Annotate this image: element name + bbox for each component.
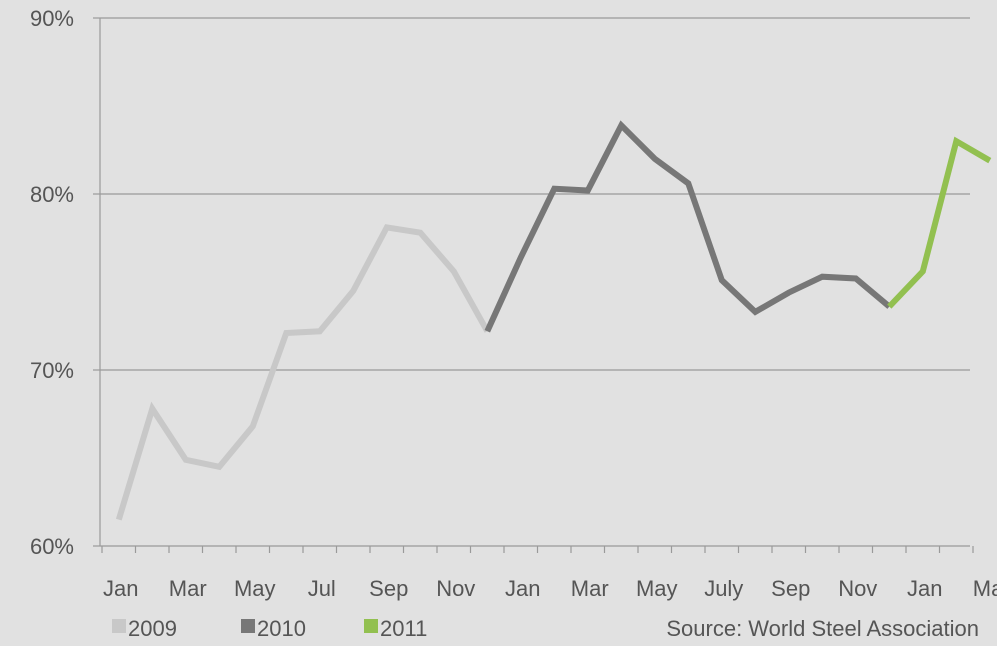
- axes: [93, 17, 974, 553]
- x-tick-label: May: [234, 576, 276, 601]
- x-tick-label: Mar: [571, 576, 609, 601]
- x-tick-label: Mar: [973, 576, 997, 601]
- legend-label: 2010: [257, 616, 306, 641]
- legend-label: 2011: [380, 616, 427, 641]
- x-tick-label: Mar: [169, 576, 207, 601]
- x-tick-label: Sep: [771, 576, 810, 601]
- source-note: Source: World Steel Association: [666, 616, 979, 641]
- series-line-2009: [115, 224, 490, 521]
- series-line-2011: [887, 136, 992, 309]
- legend-swatch-2009: [112, 619, 126, 633]
- y-tick-labels: 60% 70% 80% 90%: [30, 6, 74, 559]
- x-tick-label: Jan: [103, 576, 138, 601]
- x-tick-label: Nov: [838, 576, 877, 601]
- legend-swatch-2010: [241, 619, 255, 633]
- legend-swatch-2011: [364, 619, 378, 633]
- series-lines: [115, 120, 992, 521]
- y-tick-label: 60%: [30, 534, 74, 559]
- y-tick-label: 70%: [30, 358, 74, 383]
- x-tick-label: Sep: [369, 576, 408, 601]
- x-tick-label: Jan: [505, 576, 540, 601]
- gridlines: [100, 17, 970, 371]
- x-tick-label: Jul: [308, 576, 336, 601]
- x-tick-label: Nov: [436, 576, 475, 601]
- series-line-2010: [484, 120, 892, 333]
- x-tick-label: July: [704, 576, 743, 601]
- legend: 2009 2010 2011: [112, 616, 427, 641]
- y-tick-label: 80%: [30, 182, 74, 207]
- x-tick-labels: Jan Mar May Jul Sep Nov Jan Mar May July Sep Nov Jan…: [103, 576, 997, 601]
- y-tick-label: 90%: [30, 6, 74, 31]
- x-tick-label: May: [636, 576, 678, 601]
- x-tick-label: Jan: [907, 576, 942, 601]
- legend-label: 2009: [128, 616, 177, 641]
